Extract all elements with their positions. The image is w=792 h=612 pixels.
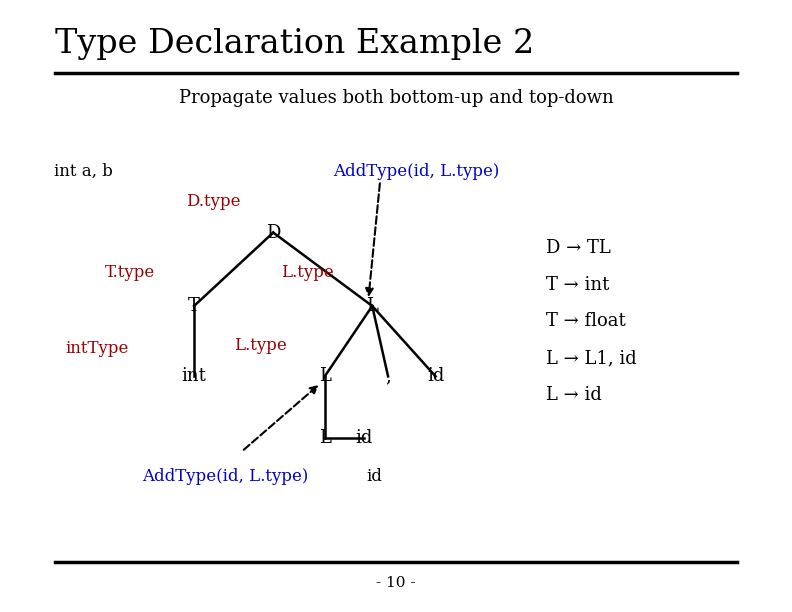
Text: T → int: T → int (546, 275, 610, 294)
Text: AddType(id, L.type): AddType(id, L.type) (143, 468, 309, 485)
Text: L: L (367, 297, 378, 315)
Text: id: id (356, 428, 373, 447)
Text: L: L (319, 428, 330, 447)
Text: int a, b: int a, b (54, 163, 112, 180)
Text: id: id (427, 367, 444, 386)
Text: D.type: D.type (186, 193, 241, 211)
Text: Type Declaration Example 2: Type Declaration Example 2 (55, 28, 535, 59)
Text: L → L1, id: L → L1, id (546, 349, 638, 367)
Text: L → id: L → id (546, 386, 603, 404)
Text: ,: , (385, 367, 391, 386)
Text: Propagate values both bottom-up and top-down: Propagate values both bottom-up and top-… (179, 89, 613, 106)
Text: id: id (366, 468, 382, 485)
Text: L.type: L.type (281, 264, 334, 281)
Text: L: L (319, 367, 330, 386)
Text: L.type: L.type (234, 337, 287, 354)
Text: intType: intType (66, 340, 129, 357)
Text: - 10 -: - 10 - (376, 576, 416, 589)
Text: int: int (181, 367, 207, 386)
Text: T: T (188, 297, 200, 315)
Text: T → float: T → float (546, 312, 626, 330)
Text: D: D (266, 223, 280, 242)
Text: T.type: T.type (105, 264, 155, 281)
Text: AddType(id, L.type): AddType(id, L.type) (333, 163, 499, 180)
Text: D → TL: D → TL (546, 239, 611, 257)
